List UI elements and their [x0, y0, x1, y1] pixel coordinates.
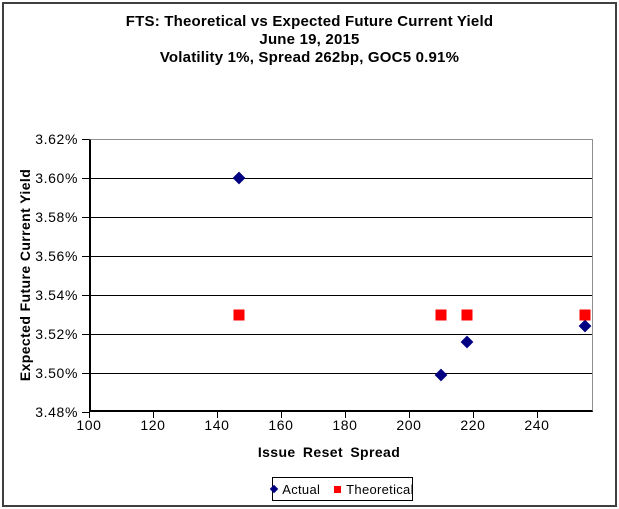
horizontal-gridline — [91, 372, 592, 374]
legend-label-actual: Actual — [282, 481, 321, 497]
x-tick-mark — [537, 412, 538, 418]
horizontal-gridline — [91, 216, 592, 218]
y-tick-label: 3.54% — [35, 287, 78, 303]
theoretical-data-point — [461, 309, 473, 320]
y-tick-label: 3.48% — [35, 404, 78, 420]
theoretical-data-point — [435, 309, 447, 320]
chart-title-line-1: FTS: Theoretical vs Expected Future Curr… — [125, 13, 494, 30]
x-tick-label: 220 — [460, 417, 486, 433]
x-tick-mark — [281, 412, 282, 418]
y-tick-mark — [82, 216, 89, 218]
y-tick-label: 3.62% — [35, 131, 78, 147]
y-tick-mark — [82, 372, 89, 374]
x-tick-label: 100 — [76, 417, 102, 433]
x-tick-mark — [409, 412, 410, 418]
diamond-icon — [269, 484, 279, 494]
theoretical-data-point — [579, 309, 591, 320]
y-tick-mark — [82, 255, 89, 257]
x-tick-label: 240 — [524, 417, 550, 433]
y-tick-mark — [82, 411, 89, 413]
y-tick-label: 3.58% — [35, 209, 78, 225]
horizontal-gridline — [91, 255, 592, 257]
square-icon — [334, 485, 342, 493]
x-tick-label: 120 — [140, 417, 166, 433]
x-tick-label: 160 — [268, 417, 294, 433]
legend-item-actual: Actual — [269, 481, 321, 497]
x-tick-mark — [473, 412, 474, 418]
y-tick-label: 3.50% — [35, 365, 78, 381]
y-tick-label: 3.56% — [35, 248, 78, 264]
chart-title-line-3: Volatility 1%, Spread 262bp, GOC5 0.91% — [159, 49, 460, 66]
legend-label-theoretical: Theoretical — [346, 481, 414, 497]
theoretical-data-point — [233, 309, 245, 320]
x-tick-mark — [153, 412, 154, 418]
legend-item-theoretical: Theoretical — [334, 482, 414, 497]
chart-title-line-2: June 19, 2015 — [259, 31, 360, 48]
y-tick-mark — [82, 138, 89, 140]
chart-title-block: FTS: Theoretical vs Expected Future Curr… — [0, 13, 619, 67]
x-tick-label: 200 — [396, 417, 422, 433]
y-tick-label: 3.52% — [35, 326, 78, 342]
x-tick-mark — [89, 412, 90, 418]
horizontal-gridline — [91, 294, 592, 296]
horizontal-gridline — [91, 177, 592, 179]
y-tick-mark — [82, 294, 89, 296]
horizontal-gridline — [91, 333, 592, 335]
legend: Actual Theoretical — [269, 477, 414, 501]
x-tick-label: 180 — [332, 417, 358, 433]
plot-area — [89, 139, 593, 412]
y-axis-title: Expected Future Current Yield — [17, 168, 33, 382]
y-tick-mark — [82, 177, 89, 179]
x-axis-title: Issue Reset Spread — [257, 444, 401, 460]
x-tick-mark — [217, 412, 218, 418]
x-tick-mark — [345, 412, 346, 418]
x-tick-label: 140 — [204, 417, 230, 433]
y-tick-label: 3.60% — [35, 170, 78, 186]
y-tick-mark — [82, 333, 89, 335]
